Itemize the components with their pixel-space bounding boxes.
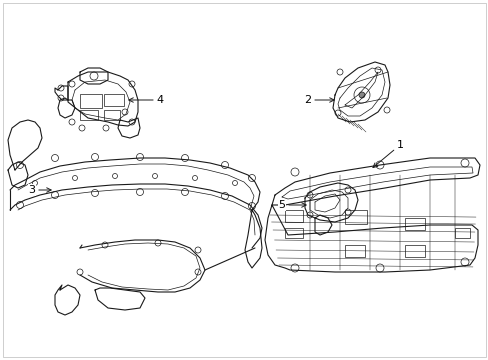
Text: 1: 1 <box>372 140 403 167</box>
Bar <box>404 245 424 257</box>
Bar <box>80 94 102 108</box>
Bar <box>104 94 124 106</box>
Bar <box>345 245 364 257</box>
Bar <box>285 210 303 222</box>
Bar <box>454 228 469 238</box>
Circle shape <box>358 92 364 98</box>
Bar <box>345 210 366 224</box>
Bar <box>404 218 424 230</box>
Bar <box>104 110 120 120</box>
Text: 2: 2 <box>304 95 333 105</box>
Text: 5: 5 <box>278 200 305 210</box>
Text: 3: 3 <box>28 185 51 195</box>
Bar <box>80 110 98 120</box>
Bar <box>285 228 303 238</box>
Text: 4: 4 <box>129 95 163 105</box>
